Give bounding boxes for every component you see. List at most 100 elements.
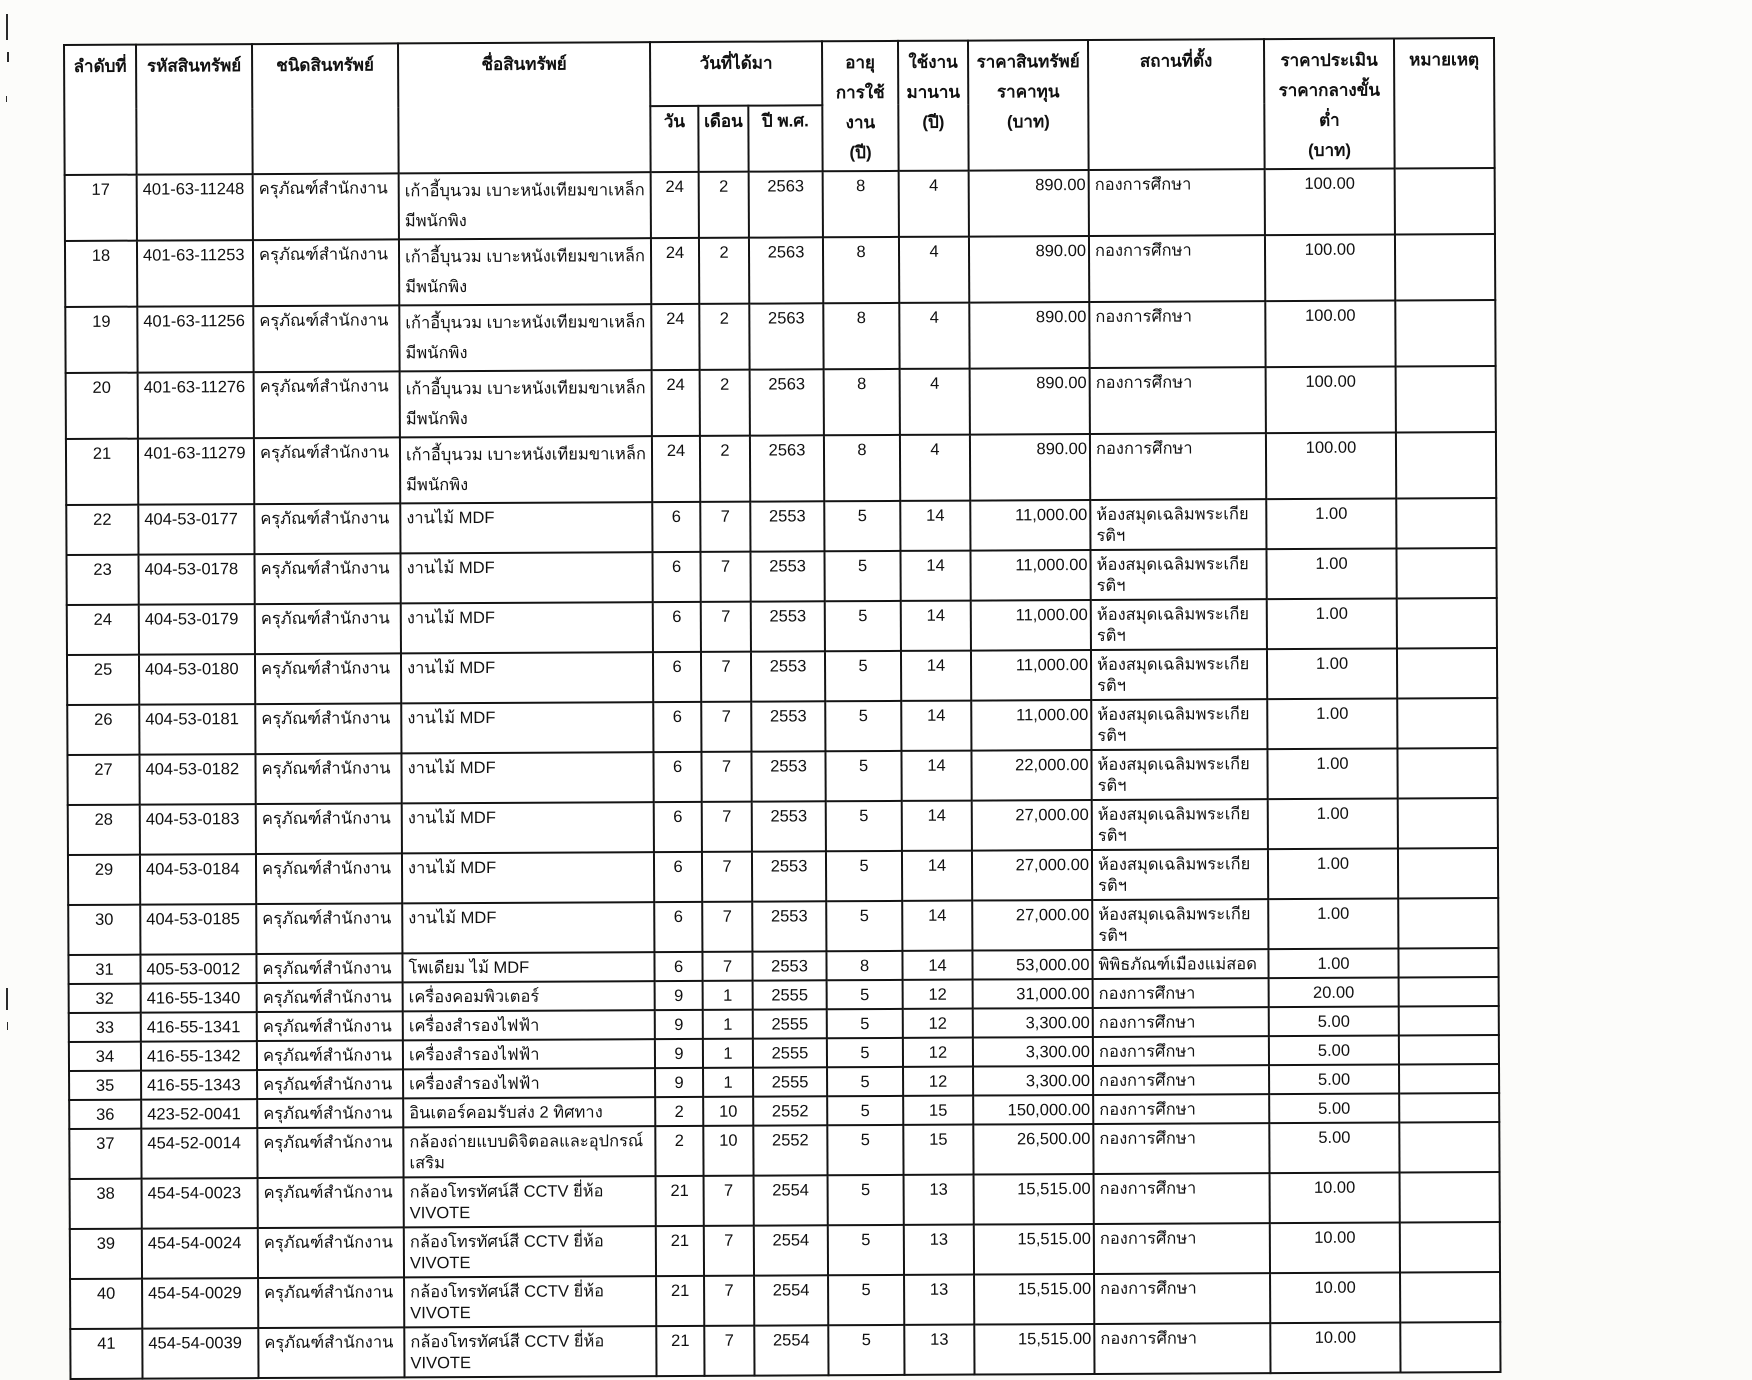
cell-life: 8 <box>822 236 900 304</box>
cell-type: ครุภัณฑ์สำนักงาน <box>257 1127 404 1179</box>
cell-note <box>1396 647 1498 699</box>
scan-artifact <box>7 1022 8 1030</box>
cell-month: 7 <box>703 1225 755 1276</box>
header-name-label: ชื่อสินทรัพย์ <box>481 54 567 74</box>
cell-month: 1 <box>702 1038 754 1068</box>
cell-year: 2553 <box>752 901 827 952</box>
header-appraised-line2: ราคากลางขั้นต่ำ <box>1278 80 1380 130</box>
cell-month: 2 <box>698 237 750 304</box>
cell-life: 5 <box>824 650 902 702</box>
cell-life: 5 <box>828 1324 905 1376</box>
cell-year: 2553 <box>750 601 825 652</box>
cell-note <box>1399 1063 1500 1094</box>
cell-location: ห้องสมุดเฉลิมพระเกียรติฯ <box>1091 849 1269 900</box>
cell-month: 7 <box>700 601 751 652</box>
header-appraised: ราคาประเมิน ราคากลางขั้นต่ำ (บาท) <box>1263 38 1395 170</box>
cell-name: กล้องโทรทัศน์สี CCTV ยี่ห้อ VIVOTE <box>404 1276 657 1328</box>
cell-no: 22 <box>66 504 139 555</box>
header-note: หมายเหตุ <box>1393 38 1495 169</box>
cell-no: 24 <box>66 604 139 655</box>
header-note-label: หมายเหตุ <box>1409 50 1480 70</box>
cell-appraised: 1.00 <box>1266 598 1397 650</box>
cell-year: 2553 <box>751 851 827 902</box>
cell-cost: 15,515.00 <box>973 1173 1094 1225</box>
cell-note <box>1397 847 1499 899</box>
cell-used: 4 <box>899 302 970 369</box>
table-row: 23 404-53-0178 ครุภัณฑ์สำนักงาน งานไม้ MDF 6… <box>66 548 1497 605</box>
cell-location: ห้องสมุดเฉลิมพระเกียรติฯ <box>1090 599 1267 650</box>
cell-type: ครุภัณฑ์สำนักงาน <box>257 1069 404 1100</box>
cell-month: 7 <box>700 501 751 552</box>
cell-used: 14 <box>901 800 972 851</box>
header-acquired-date: วันที่ได้มา <box>649 41 823 106</box>
cell-day: 24 <box>650 171 699 239</box>
cell-name: เก้าอี้บุนวม เบาะหนังเทียมขาเหล็ก มีพนัก… <box>398 238 652 306</box>
table-row: 20 401-63-11276 ครุภัณฑ์สำนักงาน เก้าอี้บุน… <box>65 366 1496 439</box>
cell-type: ครุภัณฑ์สำนักงาน <box>257 1177 404 1229</box>
cell-appraised: 100.00 <box>1265 366 1396 434</box>
cell-name: งานไม้ MDF <box>400 602 653 654</box>
cell-year: 2555 <box>752 980 827 1010</box>
cell-code: 423-52-0041 <box>141 1099 258 1129</box>
cell-note <box>1397 697 1498 749</box>
cell-name: กล้องโทรทัศน์สี CCTV ยี่ห้อ VIVOTE <box>403 1176 656 1228</box>
cell-note <box>1398 897 1499 949</box>
cell-code: 404-53-0179 <box>138 604 255 655</box>
cell-appraised: 10.00 <box>1269 1222 1401 1274</box>
header-no-label: ลำดับที่ <box>73 56 127 76</box>
cell-note <box>1395 432 1497 499</box>
cell-note <box>1399 1221 1501 1273</box>
cell-code: 454-54-0024 <box>141 1228 259 1279</box>
cell-life: 5 <box>826 1037 904 1068</box>
cell-note <box>1399 1121 1500 1173</box>
cell-code: 404-53-0177 <box>138 504 255 555</box>
cell-day: 9 <box>654 1038 704 1069</box>
cell-used: 14 <box>902 900 973 951</box>
cell-name: งานไม้ MDF <box>401 852 655 904</box>
cell-name: เครื่องสำรองไฟฟ้า <box>402 1039 656 1070</box>
cell-life: 5 <box>825 850 903 902</box>
cell-no: 26 <box>67 704 140 755</box>
cell-cost: 3,300.00 <box>972 1036 1094 1067</box>
cell-type: ครุภัณฑ์สำนักงาน <box>253 371 400 439</box>
cell-appraised: 1.00 <box>1267 798 1398 850</box>
cell-name: กล้องโทรทัศน์สี CCTV ยี่ห้อ VIVOTE <box>404 1326 657 1378</box>
cell-day: 2 <box>655 1096 704 1127</box>
cell-type: ครุภัณฑ์สำนักงาน <box>257 1227 405 1279</box>
cell-note <box>1395 300 1496 367</box>
header-day: วัน <box>650 105 699 173</box>
header-year-label: ปี พ.ศ. <box>761 111 809 131</box>
cell-life: 5 <box>825 800 902 852</box>
cell-code: 404-53-0181 <box>139 704 256 755</box>
cell-used: 14 <box>901 850 973 901</box>
header-life-line1: อายุ <box>845 53 876 73</box>
header-life: อายุ การใช้งาน (ปี) <box>821 40 899 172</box>
cell-name: งานไม้ MDF <box>402 902 655 954</box>
cell-used: 4 <box>898 236 970 303</box>
cell-used: 12 <box>902 979 973 1009</box>
cell-no: 39 <box>69 1228 143 1279</box>
cell-month: 1 <box>702 1009 753 1039</box>
cell-no: 17 <box>64 174 137 241</box>
cell-code: 404-53-0183 <box>139 804 256 855</box>
cell-type: ครุภัณฑ์สำนักงาน <box>258 1327 405 1379</box>
cell-note <box>1397 797 1498 849</box>
cell-type: ครุภัณฑ์สำนักงาน <box>255 703 402 755</box>
cell-day: 21 <box>655 1225 705 1277</box>
header-day-label: วัน <box>663 111 686 131</box>
cell-life: 5 <box>827 1066 904 1097</box>
cell-cost: 890.00 <box>968 169 1089 237</box>
cell-cost: 27,000.00 <box>972 899 1093 951</box>
cell-month: 10 <box>703 1125 754 1176</box>
table-row: 24 404-53-0179 ครุภัณฑ์สำนักงาน งานไม้ MDF 6… <box>66 598 1497 655</box>
cell-location: กองการศึกษา <box>1089 433 1267 500</box>
cell-name: เครื่องสำรองไฟฟ้า <box>402 1010 655 1041</box>
cell-cost: 890.00 <box>969 433 1091 501</box>
cell-day: 6 <box>652 601 701 653</box>
cell-day: 6 <box>652 651 702 703</box>
cell-month: 7 <box>700 651 752 702</box>
cell-code: 401-63-11248 <box>136 174 253 241</box>
cell-note <box>1400 1321 1501 1373</box>
cell-year: 2553 <box>750 651 826 702</box>
cell-name: งานไม้ MDF <box>401 702 654 754</box>
